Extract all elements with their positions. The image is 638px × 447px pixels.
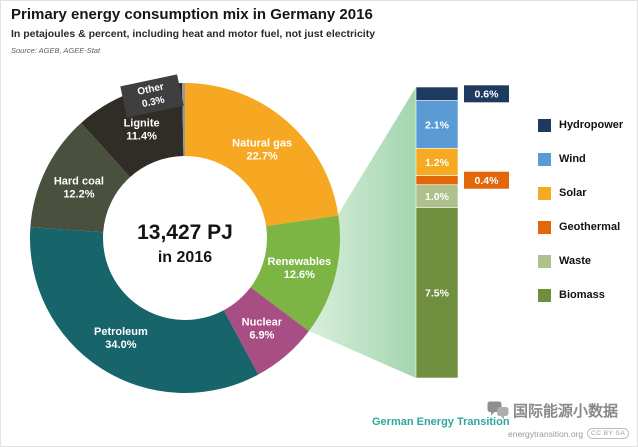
watermark: 国际能源小数据 bbox=[487, 400, 618, 421]
bar-label-biomass: 7.5% bbox=[425, 288, 450, 300]
bar-segment-wind bbox=[415, 100, 459, 149]
watermark-text: 国际能源小数据 bbox=[513, 403, 619, 420]
legend-swatch-solar bbox=[538, 186, 551, 200]
legend-label: Biomass bbox=[559, 289, 605, 301]
bar-segment-biomass bbox=[415, 207, 459, 379]
bar-callout-geothermal bbox=[464, 171, 509, 189]
legend-label: Wind bbox=[559, 153, 586, 165]
bar-callout-hydropower bbox=[464, 85, 509, 103]
legend-item-solar: Solar bbox=[538, 186, 623, 200]
renewables-beam bbox=[308, 87, 416, 378]
page-title: Primary energy consumption mix in German… bbox=[11, 6, 373, 23]
legend-item-biomass: Biomass bbox=[538, 288, 623, 302]
bar-callout-label-hydropower: 0.6% bbox=[475, 89, 500, 101]
legend-label: Waste bbox=[559, 255, 591, 267]
website-url[interactable]: energytransition.org bbox=[508, 429, 584, 439]
donut-slice-label-natural-gas: Natural gas 22.7% bbox=[232, 138, 292, 163]
legend-item-wind: Wind bbox=[538, 152, 623, 166]
legend-label: Solar bbox=[559, 187, 587, 199]
legend-swatch-biomass bbox=[538, 288, 551, 302]
bar-label-solar: 1.2% bbox=[425, 157, 450, 169]
bar-segment-hydropower bbox=[415, 86, 459, 101]
legend-swatch-wind bbox=[538, 152, 551, 166]
donut-slice-renewables bbox=[250, 215, 340, 332]
bar-label-wind: 2.1% bbox=[425, 119, 450, 131]
bar-label-waste: 1.0% bbox=[425, 191, 450, 203]
legend-item-geothermal: Geothermal bbox=[538, 220, 623, 234]
donut-slice-label-petroleum: Petroleum 34.0% bbox=[94, 326, 148, 351]
legend: Hydropower Wind Solar Geothermal Waste Biomas… bbox=[538, 118, 623, 322]
donut-slice-label-lignite: Lignite 11.4% bbox=[124, 117, 160, 142]
bar-callout-label-geothermal: 0.4% bbox=[475, 175, 500, 187]
donut-slice-petroleum bbox=[30, 227, 259, 393]
legend-item-hydropower: Hydropower bbox=[538, 118, 623, 132]
subtitle: In petajoules & percent, including heat … bbox=[11, 28, 376, 40]
legend-label: Hydropower bbox=[559, 119, 624, 131]
chat-bubbles-icon bbox=[487, 401, 509, 420]
donut-slice-hard-coal bbox=[30, 122, 131, 233]
legend-item-waste: Waste bbox=[538, 254, 623, 268]
donut-center-total: 13,427 PJ bbox=[137, 221, 233, 244]
cc-license-badge: CC BY SA bbox=[587, 428, 630, 439]
donut-slice-natural-gas bbox=[185, 83, 339, 227]
donut-slice-nuclear bbox=[223, 287, 309, 375]
legend-label: Geothermal bbox=[559, 221, 621, 233]
bar-segment-geothermal bbox=[415, 175, 459, 186]
donut-slice-label-renewables: Renewables 12.6% bbox=[268, 256, 332, 281]
legend-swatch-geothermal bbox=[538, 220, 551, 234]
legend-swatch-waste bbox=[538, 254, 551, 268]
donut-slice-label-nuclear: Nuclear 6.9% bbox=[242, 317, 283, 342]
donut-center-year: in 2016 bbox=[158, 249, 212, 266]
brand-logo-text: German Energy Transition bbox=[372, 416, 510, 428]
source-note: Source: AGEB, AGEE-Stat bbox=[11, 46, 101, 55]
donut-slice-label-hard-coal: Hard coal 12.2% bbox=[54, 175, 104, 200]
legend-swatch-hydropower bbox=[538, 118, 551, 132]
bar-segment-solar bbox=[415, 148, 459, 176]
